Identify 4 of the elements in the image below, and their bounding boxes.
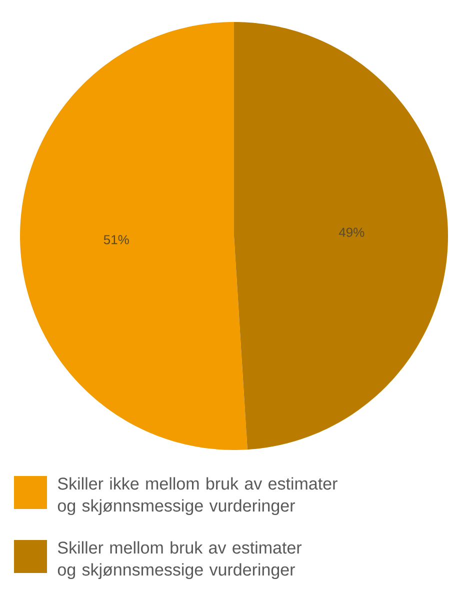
legend-label: Skiller mellom bruk av estimater og skjønnsmessige vurderinger xyxy=(58,541,302,580)
data-label: 49% xyxy=(338,228,364,237)
data-label: 51% xyxy=(104,235,129,244)
legend-label: Skiller ikke mellom bruk av estimater og skjønnsmessige vurderinger xyxy=(58,477,338,516)
